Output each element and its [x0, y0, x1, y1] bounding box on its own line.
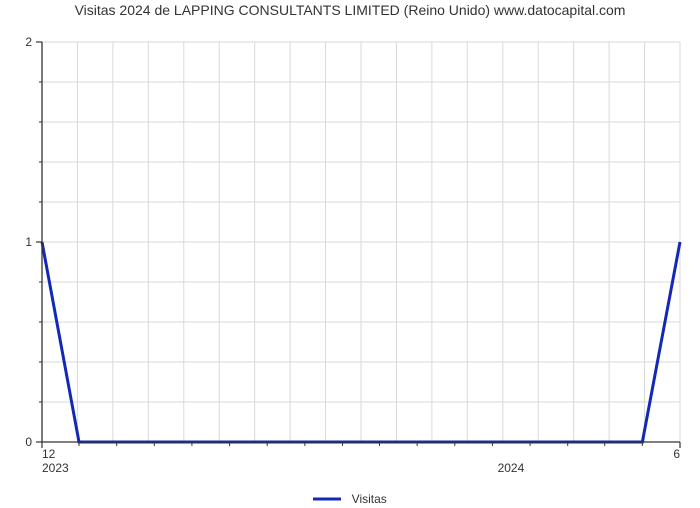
chart-title: Visitas 2024 de LAPPING CONSULTANTS LIMI… [0, 0, 700, 18]
svg-text:12: 12 [42, 447, 56, 461]
legend-label: Visitas [352, 492, 387, 506]
svg-text:6: 6 [673, 447, 680, 461]
svg-text:2024: 2024 [498, 461, 525, 475]
chart-area: 01212202320246 [0, 18, 700, 486]
line-chart: 01212202320246 [0, 18, 700, 486]
legend-swatch [313, 494, 341, 504]
svg-text:1: 1 [25, 235, 32, 249]
svg-text:2: 2 [25, 35, 32, 49]
svg-text:0: 0 [25, 435, 32, 449]
legend: Visitas [0, 490, 700, 508]
svg-text:2023: 2023 [42, 461, 69, 475]
